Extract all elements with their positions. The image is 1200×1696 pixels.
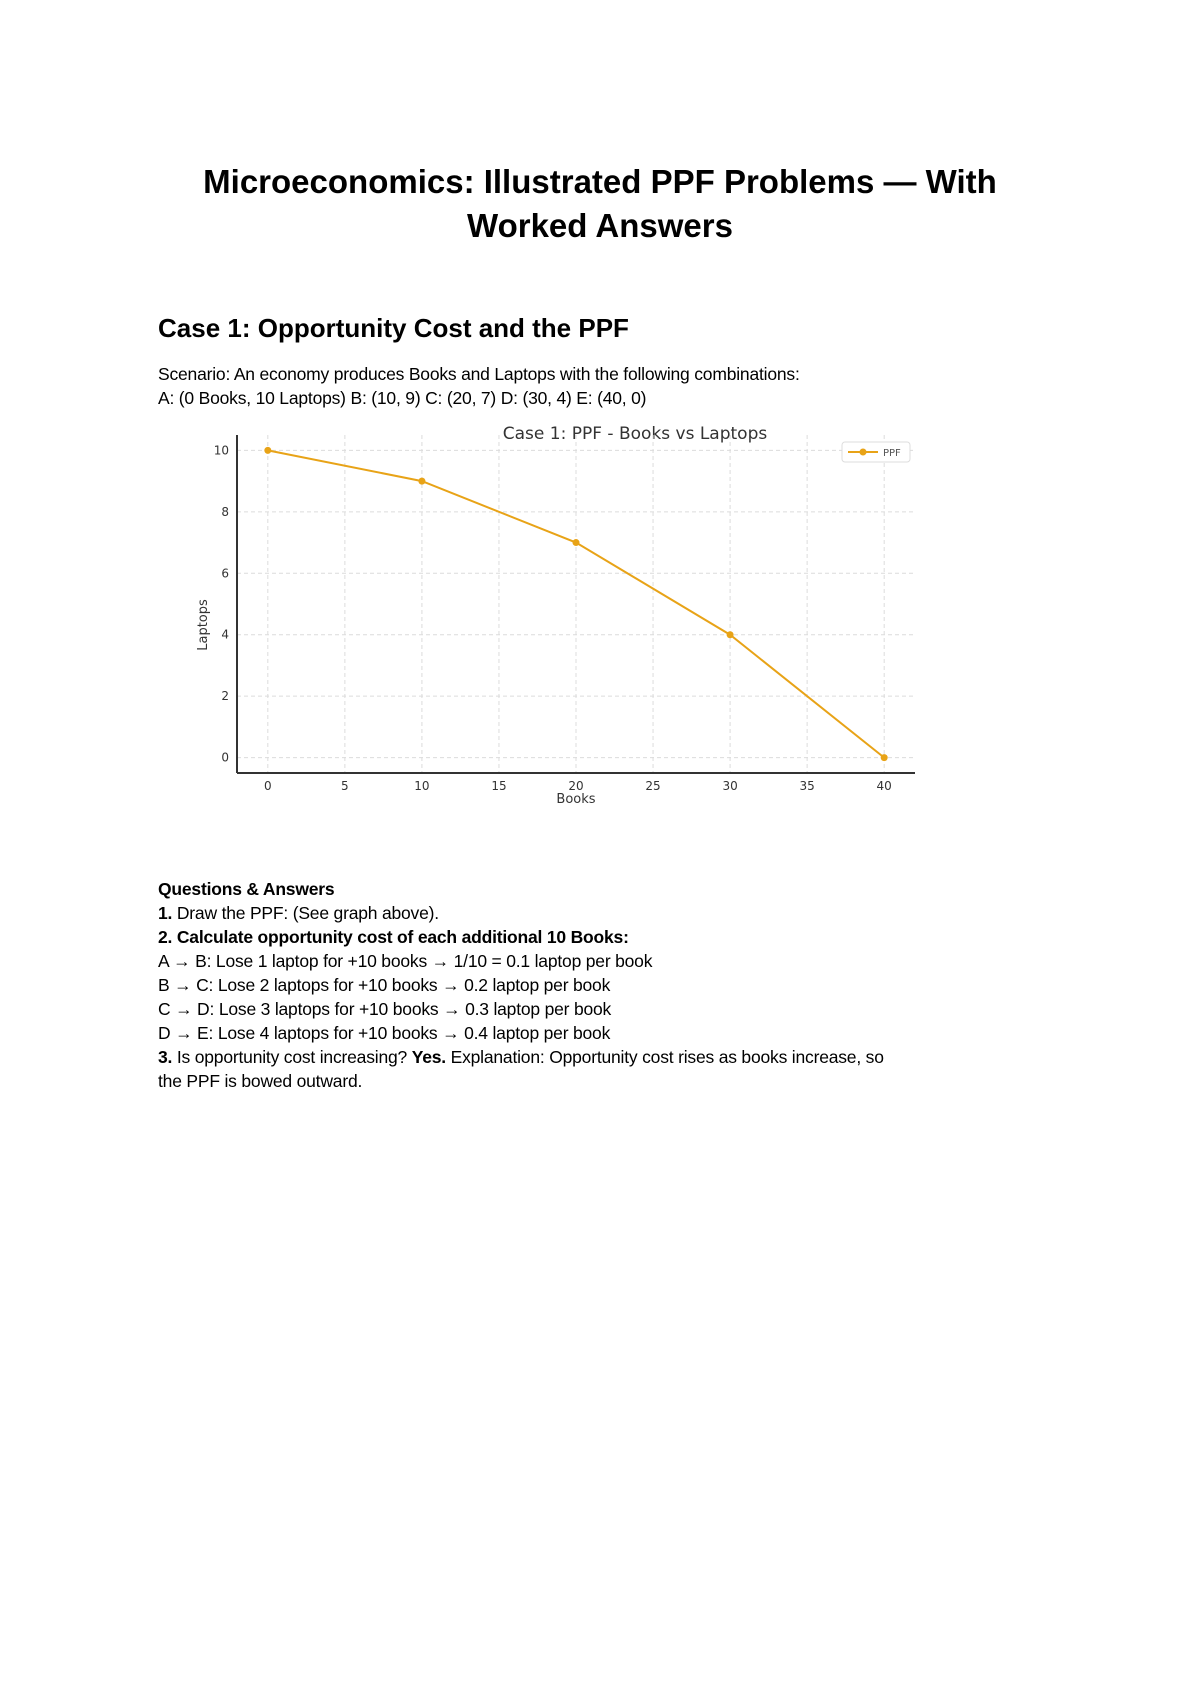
svg-text:15: 15 bbox=[491, 779, 506, 793]
answer-b-c: B → C: Lose 2 laptops for +10 books → 0.… bbox=[158, 975, 611, 995]
svg-text:0: 0 bbox=[221, 751, 229, 765]
svg-text:35: 35 bbox=[799, 779, 814, 793]
document-title: Microeconomics: Illustrated PPF Problems… bbox=[0, 160, 1200, 248]
scenario-line-2: A: (0 Books, 10 Laptops) B: (10, 9) C: (… bbox=[158, 388, 647, 408]
question-2: 2. Calculate opportunity cost of each ad… bbox=[158, 927, 629, 947]
questions-answers: Questions & Answers 1. Draw the PPF: (Se… bbox=[158, 877, 1058, 1093]
svg-text:8: 8 bbox=[221, 505, 229, 519]
svg-text:25: 25 bbox=[645, 779, 660, 793]
ppf-chart-svg: Case 1: PPF - Books vs Laptops 0 5 10 15 20 2… bbox=[196, 424, 915, 807]
svg-text:PPF: PPF bbox=[883, 448, 901, 459]
x-axis-label: Books bbox=[556, 792, 595, 807]
svg-text:20: 20 bbox=[568, 779, 583, 793]
svg-text:5: 5 bbox=[341, 779, 349, 793]
y-axis-label: Laptops bbox=[196, 599, 211, 651]
document-title-line2: Worked Answers bbox=[467, 207, 733, 244]
answer-c-d: C → D: Lose 3 laptops for +10 books → 0.… bbox=[158, 999, 612, 1019]
scenario-line-1: Scenario: An economy produces Books and … bbox=[158, 364, 800, 384]
chart-title: Case 1: PPF - Books vs Laptops bbox=[503, 424, 768, 444]
svg-text:0: 0 bbox=[264, 779, 272, 793]
qa-heading: Questions & Answers bbox=[158, 879, 335, 899]
chart-series-ppf bbox=[264, 446, 888, 762]
case-1-heading: Case 1: Opportunity Cost and the PPF bbox=[158, 313, 629, 343]
svg-text:30: 30 bbox=[722, 779, 737, 793]
question-1: 1. Draw the PPF: (See graph above). bbox=[158, 903, 439, 923]
ppf-chart: Case 1: PPF - Books vs Laptops 0 5 10 15 20 2… bbox=[180, 420, 1020, 860]
answer-d-e: D → E: Lose 4 laptops for +10 books → 0.… bbox=[158, 1023, 611, 1043]
question-3-continued: the PPF is bowed outward. bbox=[158, 1071, 363, 1091]
document-title-line1: Microeconomics: Illustrated PPF Problems… bbox=[203, 163, 997, 200]
svg-text:10: 10 bbox=[214, 443, 229, 457]
svg-text:10: 10 bbox=[414, 779, 429, 793]
answer-a-b: A → B: Lose 1 laptop for +10 books → 1/1… bbox=[158, 951, 653, 971]
question-3: 3. Is opportunity cost increasing? Yes. … bbox=[158, 1047, 884, 1067]
chart-legend: PPF bbox=[841, 441, 911, 463]
scenario-text: Scenario: An economy produces Books and … bbox=[158, 362, 800, 410]
chart-grid bbox=[237, 435, 915, 773]
svg-text:4: 4 bbox=[221, 628, 229, 642]
chart-axes bbox=[236, 435, 915, 774]
chart-tick-labels: 0 5 10 15 20 25 30 35 40 0 2 4 6 8 10 bbox=[214, 443, 892, 793]
svg-text:40: 40 bbox=[877, 779, 892, 793]
svg-text:2: 2 bbox=[221, 689, 229, 703]
svg-text:6: 6 bbox=[221, 566, 229, 580]
